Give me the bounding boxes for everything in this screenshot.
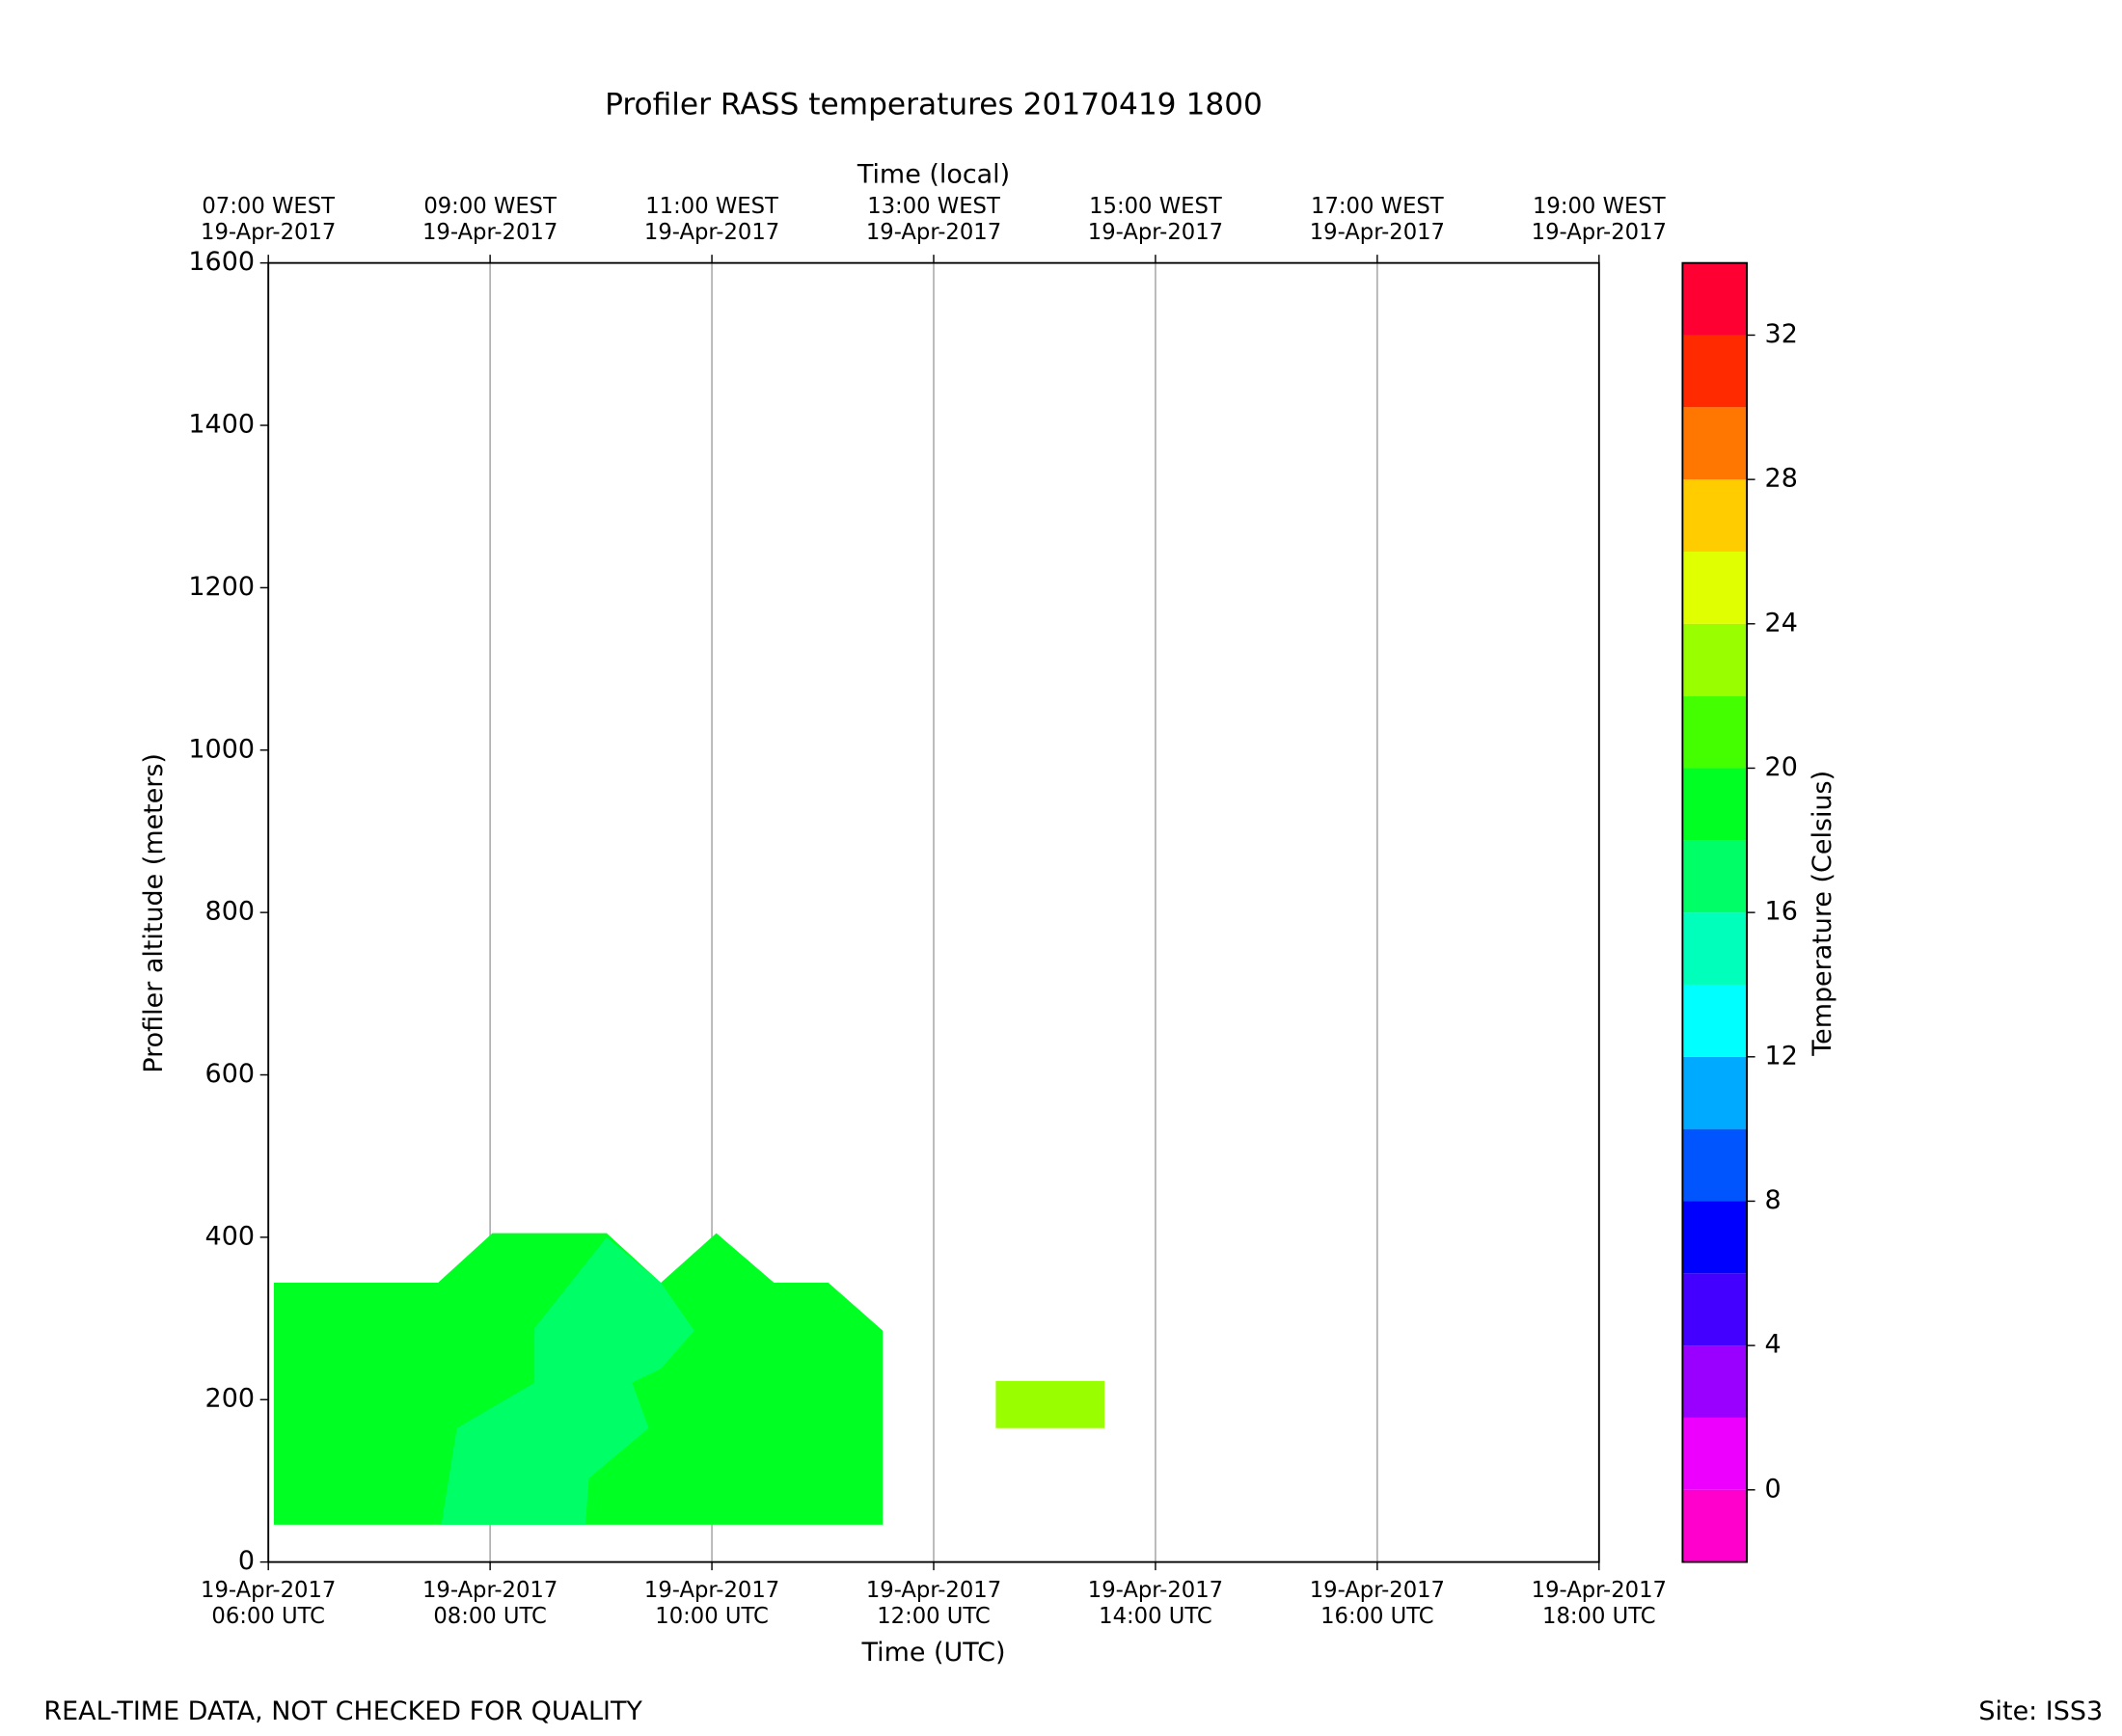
x-tick-label: 19-Apr-2017	[1088, 1578, 1223, 1603]
colorbar-segment	[1682, 1489, 1748, 1562]
colorbar-segment	[1682, 1345, 1748, 1418]
colorbar-segment	[1682, 262, 1748, 336]
y-tick-label: 0	[238, 1546, 255, 1576]
y-tick-label: 1600	[188, 247, 255, 277]
colorbar-tick-label: 28	[1765, 464, 1798, 494]
x2-tick-label: 17:00 WEST	[1311, 194, 1444, 219]
x-tick-label: 19-Apr-2017	[866, 1578, 1001, 1603]
x2-tick-label: 19-Apr-2017	[1088, 220, 1223, 245]
x2-tick-label: 19:00 WEST	[1533, 194, 1666, 219]
x2-tick-label: 07:00 WEST	[202, 194, 335, 219]
colorbar-tick-label: 16	[1765, 897, 1798, 927]
footer-note: REAL-TIME DATA, NOT CHECKED FOR QUALITY	[43, 1696, 642, 1726]
x-tick-label: 19-Apr-2017	[1310, 1578, 1445, 1603]
colorbar-segment	[1682, 1201, 1748, 1274]
site-label: Site: ISS3	[1978, 1696, 2103, 1726]
colorbar-segment	[1682, 695, 1748, 769]
colorbar-tick-label: 24	[1765, 608, 1798, 637]
x2-tick-label: 19-Apr-2017	[644, 220, 779, 245]
x-tick-label: 19-Apr-2017	[201, 1578, 336, 1603]
x2-tick-label: 13:00 WEST	[867, 194, 1000, 219]
x2-tick-label: 19-Apr-2017	[1310, 220, 1445, 245]
y-axis-label: Profiler altitude (meters)	[139, 753, 169, 1073]
colorbar-segment	[1682, 479, 1748, 552]
x2-tick-label: 19-Apr-2017	[422, 220, 558, 245]
x2-tick-label: 19-Apr-2017	[1532, 220, 1667, 245]
colorbar-tick-label: 12	[1765, 1041, 1798, 1071]
y-tick-label: 400	[205, 1221, 255, 1251]
x-tick-label: 19-Apr-2017	[644, 1578, 779, 1603]
colorbar-segment	[1682, 335, 1748, 408]
y-tick-label: 200	[205, 1384, 255, 1414]
x2-tick-label: 19-Apr-2017	[866, 220, 1001, 245]
x-tick-label: 12:00 UTC	[877, 1604, 991, 1629]
y-tick-label: 1000	[188, 734, 255, 764]
x2-tick-label: 19-Apr-2017	[201, 220, 336, 245]
colorbar-segment	[1682, 1128, 1748, 1202]
x-tick-label: 08:00 UTC	[433, 1604, 547, 1629]
y-tick-label: 1200	[188, 572, 255, 602]
x-tick-label: 19-Apr-2017	[1532, 1578, 1667, 1603]
x2-tick-label: 15:00 WEST	[1089, 194, 1222, 219]
x-tick-label: 06:00 UTC	[211, 1604, 325, 1629]
x2-tick-label: 11:00 WEST	[645, 194, 778, 219]
colorbar-segment	[1682, 407, 1748, 480]
colorbar-tick-label: 20	[1765, 752, 1798, 782]
contour-region	[995, 1380, 1105, 1428]
x2-tick-label: 09:00 WEST	[423, 194, 557, 219]
colorbar-segment	[1682, 984, 1748, 1057]
colorbar-tick-label: 4	[1765, 1330, 1782, 1360]
colorbar-segment	[1682, 551, 1748, 624]
x-tick-label: 10:00 UTC	[655, 1604, 769, 1629]
colorbar-segment	[1682, 768, 1748, 841]
colorbar-label: Temperature (Celsius)	[1808, 771, 1837, 1057]
colorbar-segment	[1682, 623, 1748, 696]
x-tick-label: 19-Apr-2017	[422, 1578, 558, 1603]
x-tick-label: 14:00 UTC	[1099, 1604, 1212, 1629]
colorbar-tick-label: 32	[1765, 319, 1798, 349]
x-tick-label: 18:00 UTC	[1542, 1604, 1656, 1629]
x2-axis-label: Time (local)	[857, 159, 1010, 189]
colorbar-tick-label: 0	[1765, 1474, 1782, 1504]
y-tick-label: 600	[205, 1059, 255, 1089]
colorbar-segment	[1682, 1056, 1748, 1129]
y-tick-label: 800	[205, 897, 255, 927]
colorbar-segment	[1682, 1417, 1748, 1490]
colorbar-segment	[1682, 912, 1748, 985]
colorbar-tick-label: 8	[1765, 1185, 1782, 1215]
x-axis-label: Time (UTC)	[861, 1638, 1006, 1668]
contour-region	[441, 1236, 694, 1525]
colorbar-segment	[1682, 1273, 1748, 1346]
y-tick-label: 1400	[188, 410, 255, 440]
chart-title: Profiler RASS temperatures 20170419 1800	[605, 87, 1263, 122]
colorbar-segment	[1682, 840, 1748, 913]
x-tick-label: 16:00 UTC	[1320, 1604, 1434, 1629]
